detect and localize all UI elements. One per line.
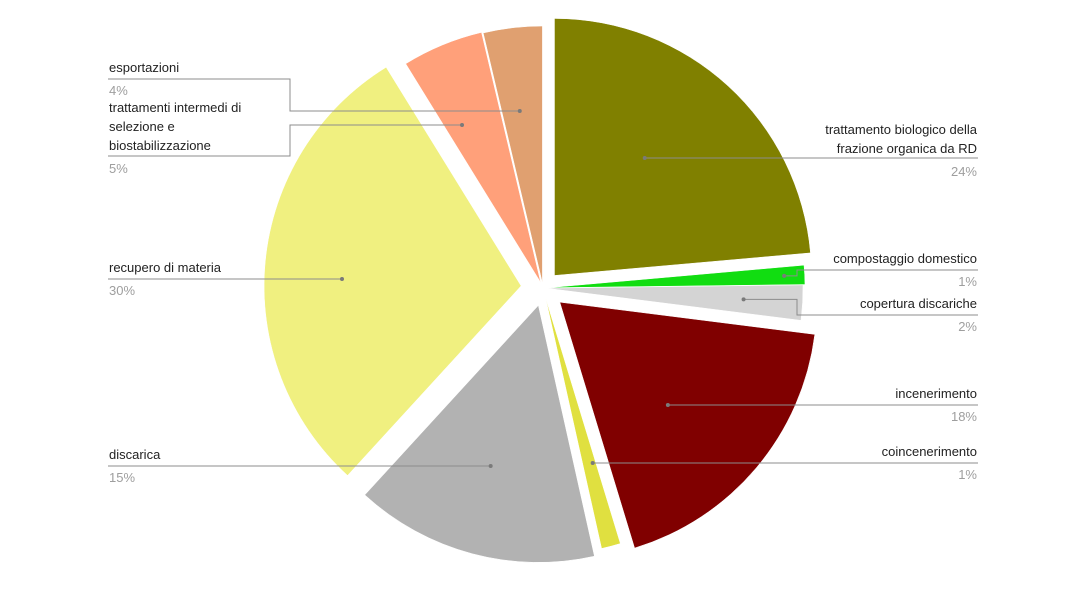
leader-dot-2	[782, 273, 787, 278]
leader-dot-6	[488, 464, 493, 468]
slice-percent-4: 18%	[951, 409, 977, 424]
slice-percent-7: 30%	[109, 283, 135, 298]
slice-percent-5: 1%	[958, 467, 977, 482]
label-leaders	[108, 78, 978, 468]
slice-label-3: copertura discariche	[860, 296, 977, 311]
leader-line-3	[743, 298, 978, 316]
slice-percent-9: 4%	[109, 83, 128, 98]
leader-dot-1	[642, 156, 647, 160]
pie-slices	[263, 18, 816, 563]
slice-percent-6: 15%	[109, 470, 135, 485]
slice-label-9: esportazioni	[109, 60, 179, 75]
leader-dot-5	[590, 461, 595, 465]
slice-label-4: incenerimento	[895, 386, 977, 401]
pie-slice-2	[547, 264, 806, 288]
slice-percent-1: 24%	[951, 164, 977, 179]
slice-label-2: compostaggio domestico	[833, 251, 977, 266]
slice-label-6: discarica	[109, 447, 161, 462]
pie-slice-8	[405, 32, 541, 283]
leader-dot-3	[741, 297, 746, 302]
pie-slice-5	[545, 297, 621, 549]
leader-dot-9	[517, 109, 522, 113]
slice-label-5: coincenerimento	[882, 444, 977, 459]
pie-slice-4	[559, 301, 816, 549]
leader-line-8	[108, 124, 463, 157]
slice-label-8: trattamenti intermedi di selezione e biost…	[109, 100, 241, 153]
slice-percent-2: 1%	[958, 274, 977, 289]
slice-label-1: trattamento biologico della frazione orga…	[825, 122, 978, 156]
slice-percent-3: 2%	[958, 319, 977, 334]
pie-slice-3	[545, 284, 804, 321]
pie-slice-1	[554, 18, 811, 276]
leader-dot-7	[339, 277, 344, 281]
slice-percent-8: 5%	[109, 161, 128, 176]
leader-line-2	[784, 269, 978, 277]
pie-slice-7	[263, 66, 522, 476]
leader-line-9	[108, 78, 520, 112]
leader-dot-4	[665, 403, 670, 407]
slice-label-7: recupero di materia	[109, 260, 222, 275]
pie-slice-6	[364, 304, 595, 563]
slice-labels: trattamento biologico della frazione orga…	[109, 60, 978, 485]
leader-dot-8	[460, 123, 465, 127]
pie-slice-9	[482, 25, 543, 284]
